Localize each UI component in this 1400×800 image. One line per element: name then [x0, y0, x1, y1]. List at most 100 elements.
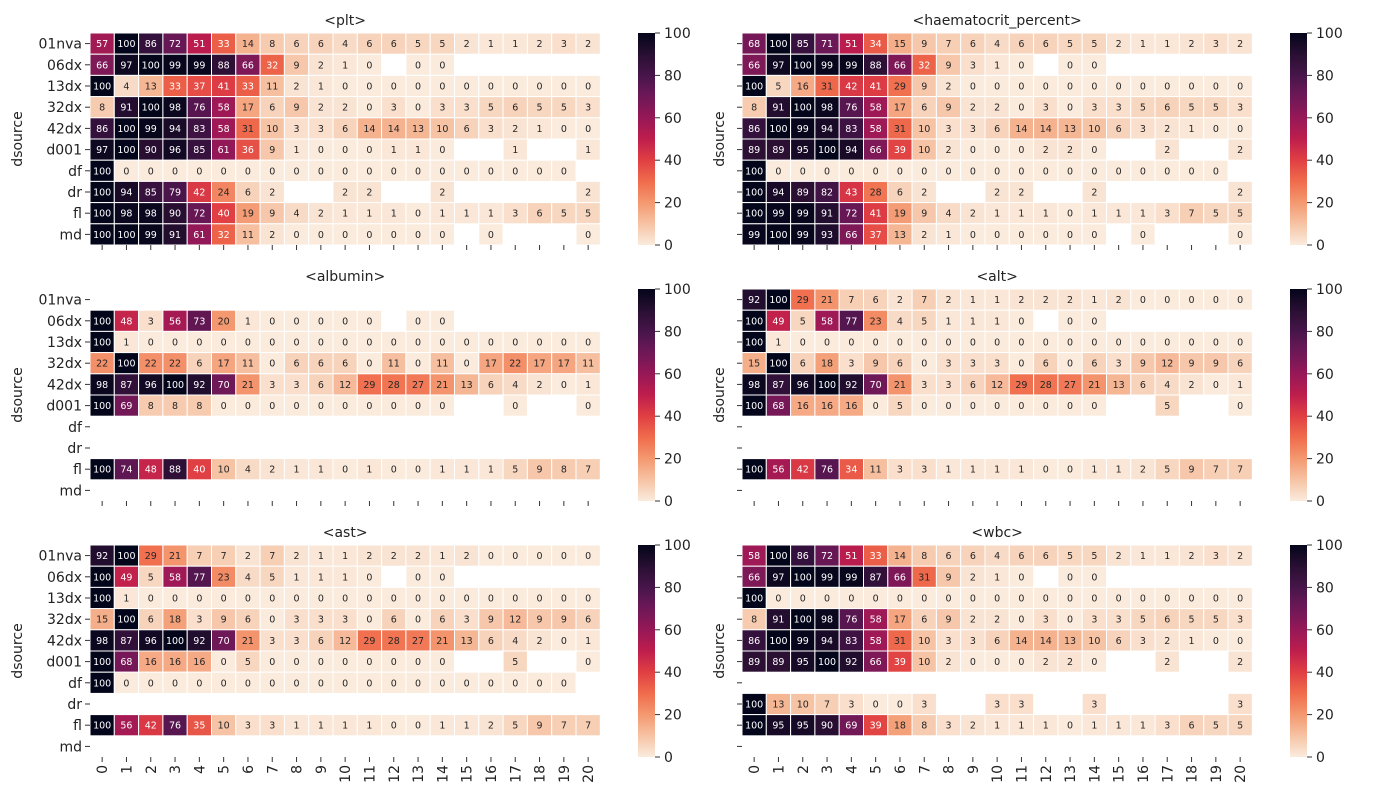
cell-value-label: 5 — [415, 39, 421, 50]
cell-value-label: 3 — [269, 721, 275, 732]
cell-value-label: 14 — [1040, 636, 1052, 647]
cell-value-label: 23 — [218, 572, 230, 583]
cell-value-label: 100 — [794, 615, 812, 626]
cell-value-label: 9 — [294, 60, 300, 71]
cell-value-label: 0 — [512, 551, 518, 562]
cell-value-label: 1 — [1237, 380, 1243, 391]
cell-value-label: 1 — [585, 380, 591, 391]
cell-value-label: 1 — [585, 636, 591, 647]
cell-value-label: 5 — [1189, 103, 1195, 114]
cell-value-label: 1 — [1116, 465, 1122, 476]
cell-value-label: 100 — [818, 657, 836, 668]
cell-value-label: 0 — [366, 615, 372, 626]
x-tick-label: 13 — [1063, 765, 1079, 783]
cell-value-label: 0 — [318, 230, 324, 241]
cell-value-label: 2 — [994, 103, 1000, 114]
cell-value-label: 0 — [800, 338, 806, 349]
cell-value-label: 21 — [242, 380, 254, 391]
cell-value-label: 0 — [294, 678, 300, 689]
cell-value-label: 27 — [1064, 380, 1076, 391]
cell-value-label: 0 — [366, 230, 372, 241]
x-tick-label: 4 — [192, 765, 208, 774]
y-tick-label: d001 — [46, 143, 82, 159]
cell-value-label: 1 — [294, 572, 300, 583]
cell-value-label: 73 — [193, 316, 205, 327]
cell-value-label: 0 — [148, 338, 154, 349]
cell-value-label: 0 — [537, 594, 543, 605]
cell-value-label: 7 — [1213, 465, 1219, 476]
cell-value-label: 0 — [439, 572, 445, 583]
colorbar-tick-label: 80 — [1316, 68, 1334, 84]
cell-value-label: 97 — [772, 572, 784, 583]
cell-value-label: 0 — [366, 594, 372, 605]
cell-value-label: 36 — [242, 145, 254, 156]
cell-value-label: 39 — [894, 145, 906, 156]
cell-value-label: 100 — [93, 401, 111, 412]
colorbar — [1290, 545, 1307, 757]
cell-value-label: 93 — [821, 230, 833, 241]
cell-value-label: 6 — [342, 124, 348, 135]
cell-value-label: 0 — [1116, 338, 1122, 349]
cell-value-label: 0 — [415, 166, 421, 177]
cell-value-label: 100 — [166, 636, 184, 647]
cell-value-label: 87 — [120, 380, 132, 391]
cell-value-label: 1 — [318, 465, 324, 476]
y-tick-label: 01nva — [38, 293, 82, 309]
cell-value-label: 91 — [821, 209, 833, 220]
cell-value-label: 13 — [1113, 380, 1125, 391]
x-tick-label: 7 — [917, 765, 933, 774]
cell-value-label: 21 — [821, 295, 833, 306]
cell-value-label: 0 — [342, 338, 348, 349]
cell-value-label: 2 — [1018, 188, 1024, 199]
cell-value-label: 0 — [1067, 359, 1073, 370]
cell-value-label: 2 — [1237, 657, 1243, 668]
cell-value-label: 11 — [436, 359, 448, 370]
cell-value-label: 0 — [970, 230, 976, 241]
cell-value-label: 2 — [970, 615, 976, 626]
cell-value-label: 100 — [769, 124, 787, 135]
cell-value-label: 0 — [1189, 594, 1195, 605]
cell-value-label: 0 — [415, 594, 421, 605]
cell-value-label: 1 — [366, 721, 372, 732]
heatmap-cell — [1227, 544, 1253, 567]
cell-value-label: 14 — [363, 124, 375, 135]
cell-value-label: 10 — [266, 124, 278, 135]
cell-value-label: 68 — [120, 657, 132, 668]
cell-value-label: 0 — [269, 316, 275, 327]
cell-value-label: 6 — [245, 188, 251, 199]
cell-value-label: 41 — [870, 82, 882, 93]
cell-value-label: 100 — [93, 338, 111, 349]
cell-value-label: 94 — [169, 124, 181, 135]
cell-value-label: 0 — [318, 678, 324, 689]
x-tick-label: 11 — [362, 765, 378, 783]
cell-value-label: 2 — [269, 230, 275, 241]
chart-title: <plt> — [324, 13, 366, 29]
cell-value-label: 5 — [1237, 209, 1243, 220]
cell-value-label: 72 — [169, 39, 181, 50]
colorbar-tick-label: 40 — [664, 665, 682, 681]
cell-value-label: 1 — [1018, 465, 1024, 476]
cell-value-label: 0 — [366, 657, 372, 668]
cell-value-label: 8 — [921, 551, 927, 562]
cell-value-label: 99 — [193, 60, 205, 71]
cell-value-label: 5 — [439, 39, 445, 50]
cell-value-label: 5 — [1140, 615, 1146, 626]
cell-value-label: 0 — [415, 359, 421, 370]
cell-value-label: 69 — [120, 401, 132, 412]
cell-value-label: 16 — [169, 657, 181, 668]
cell-value-label: 6 — [1043, 551, 1049, 562]
cell-value-label: 86 — [145, 39, 157, 50]
cell-value-label: 2 — [1018, 295, 1024, 306]
cell-value-label: 0 — [245, 401, 251, 412]
cell-value-label: 1 — [294, 721, 300, 732]
cell-value-label: 1 — [994, 721, 1000, 732]
cell-value-label: 11 — [582, 359, 594, 370]
cell-value-label: 0 — [1164, 338, 1170, 349]
cell-value-label: 100 — [745, 401, 763, 412]
cell-value-label: 5 — [148, 572, 154, 583]
cell-value-label: 0 — [537, 166, 543, 177]
x-tick-label: 10 — [338, 765, 354, 783]
cell-value-label: 58 — [821, 316, 833, 327]
